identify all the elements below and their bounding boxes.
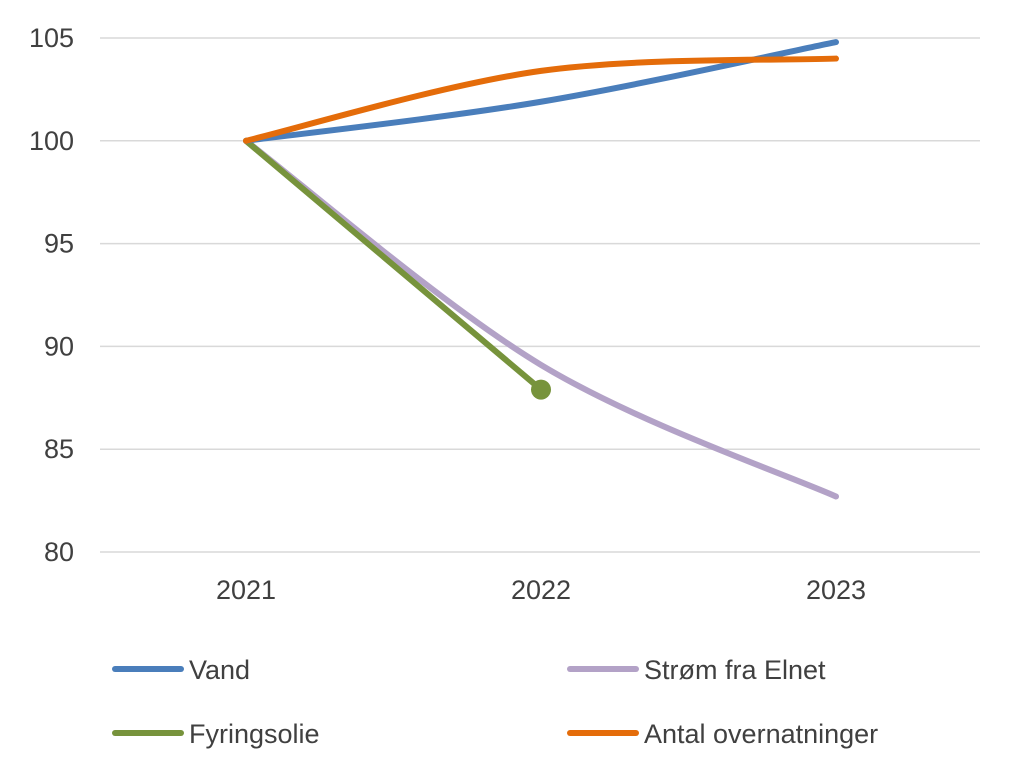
y-axis-ticks: 80 85 90 95 100 105: [29, 23, 74, 567]
y-tick-label: 90: [44, 331, 74, 361]
y-tick-label: 85: [44, 434, 74, 464]
x-tick-label: 2022: [511, 575, 571, 605]
y-tick-label: 100: [29, 126, 74, 156]
series-end-marker-fyringsolie: [531, 379, 551, 400]
series-line-str-m-fra-elnet: [243, 137, 839, 500]
legend: Vand Strøm fra Elnet Fyringsolie Antal over…: [112, 655, 878, 749]
gridlines: [100, 37, 980, 553]
x-tick-label: 2021: [216, 575, 276, 605]
series-line-fyringsolie: [243, 137, 544, 393]
series-line-antal-overnatninger: [243, 55, 839, 144]
legend-item-antal-overnatninger: Antal overnatninger: [567, 719, 878, 749]
y-tick-label: 80: [44, 537, 74, 567]
x-axis-ticks: 2021 2022 2023: [216, 575, 866, 605]
legend-label: Fyringsolie: [189, 719, 320, 749]
legend-item-vand: Vand: [112, 655, 250, 685]
legend-label: Vand: [189, 655, 250, 685]
y-tick-label: 95: [44, 229, 74, 259]
legend-item-fyringsolie: Fyringsolie: [112, 719, 320, 749]
y-tick-label: 105: [29, 23, 74, 53]
x-tick-label: 2023: [806, 575, 866, 605]
legend-item-str-m-fra-elnet: Strøm fra Elnet: [567, 655, 826, 685]
legend-label: Strøm fra Elnet: [644, 655, 826, 685]
series-lines: [243, 39, 839, 500]
legend-label: Antal overnatninger: [644, 719, 878, 749]
